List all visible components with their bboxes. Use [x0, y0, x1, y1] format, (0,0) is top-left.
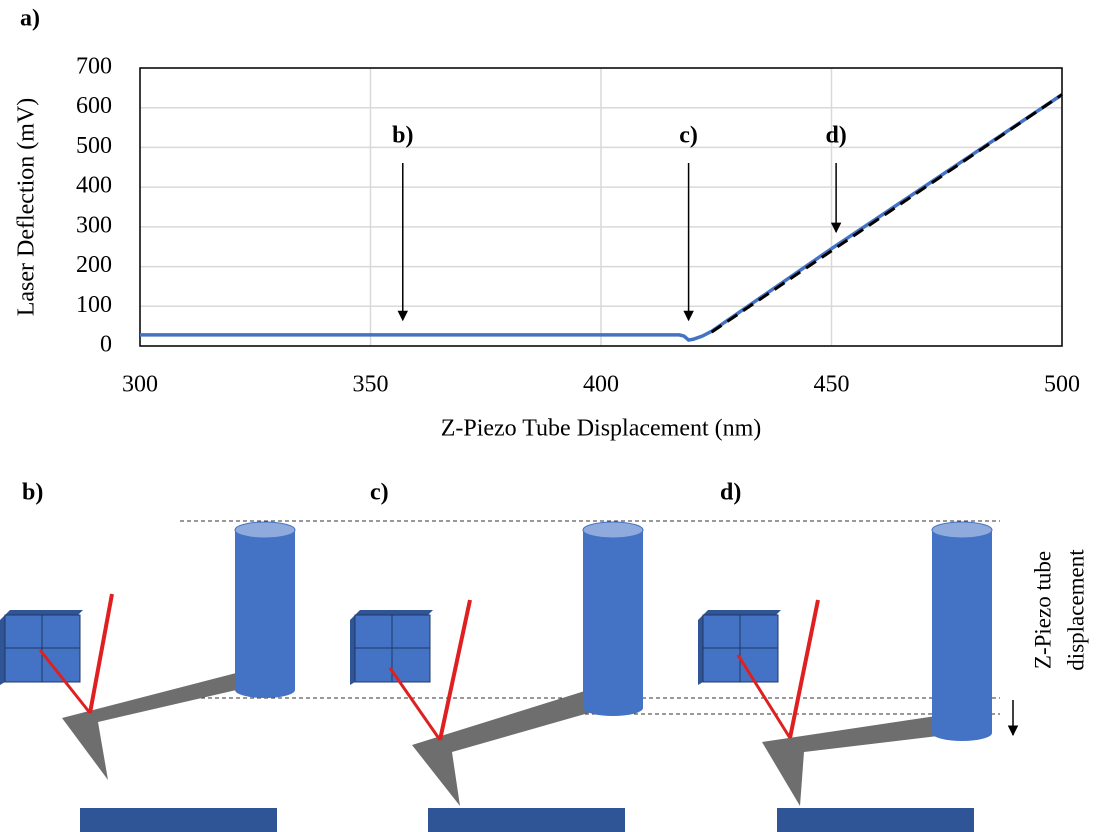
- substrate: [777, 808, 974, 832]
- piezo-tube: [931, 521, 993, 539]
- y-tick-label: 400: [76, 173, 112, 199]
- y-tick-label: 300: [76, 212, 112, 238]
- detector: [703, 610, 781, 615]
- laser: [88, 593, 114, 714]
- piezo-tube: [932, 725, 992, 741]
- laser: [788, 599, 820, 739]
- diagram: b) c) d) Z-Piezo tube displacement: [0, 480, 1088, 832]
- laser: [438, 599, 472, 741]
- y-tick-label: 700: [76, 54, 112, 80]
- piezo-tube: [583, 530, 643, 708]
- substrate: [80, 808, 277, 832]
- panel: [350, 521, 644, 832]
- y-tick-label: 200: [76, 252, 112, 278]
- annotation-label: b): [392, 123, 413, 149]
- plot-frame: [139, 67, 1063, 347]
- x-tick-label: 400: [583, 372, 619, 398]
- panel-label: c): [370, 480, 389, 506]
- detector: [355, 610, 433, 615]
- piezo-tube: [235, 530, 295, 690]
- piezo-tube: [583, 700, 643, 716]
- y-tick-label: 500: [76, 133, 112, 159]
- annotation-label: d): [825, 123, 846, 149]
- y-tick-label: 0: [100, 332, 112, 358]
- piezo-tube: [582, 521, 644, 539]
- y-axis-label: Laser Deflection (mV): [14, 98, 40, 317]
- piezo-tube: [235, 682, 295, 698]
- y-tick-label: 600: [76, 93, 112, 119]
- panel: [698, 521, 993, 832]
- x-tick-label: 500: [1044, 372, 1080, 398]
- x-tick-label: 350: [353, 372, 389, 398]
- laser: [736, 654, 792, 739]
- x-tick-label: 450: [814, 372, 850, 398]
- detector: [698, 615, 703, 685]
- side-label: Z-Piezo tube: [1030, 551, 1055, 669]
- figure-label: a): [20, 6, 40, 32]
- annotation-label: c): [679, 123, 698, 149]
- panel-label: d): [720, 480, 741, 506]
- panel: [0, 521, 296, 832]
- y-tick-label: 100: [76, 292, 112, 318]
- substrate: [428, 808, 625, 832]
- detector: [0, 615, 5, 685]
- cantilever: [62, 672, 245, 780]
- laser: [388, 667, 442, 741]
- data-line: [710, 93, 1063, 334]
- piezo-tube: [234, 521, 296, 539]
- side-label: displacement: [1063, 549, 1088, 671]
- detector: [5, 610, 83, 615]
- cantilever: [762, 716, 938, 806]
- x-axis-label: Z-Piezo Tube Displacement (nm): [441, 416, 762, 442]
- chart: 300 350 400 450 500 0 100 200 300 400 500 600 700 Z-P…: [14, 54, 1081, 442]
- laser: [38, 649, 92, 714]
- detector: [350, 615, 355, 685]
- panel-label: b): [22, 480, 43, 506]
- x-tick-label: 300: [122, 372, 158, 398]
- cantilever: [412, 690, 592, 806]
- piezo-tube: [932, 530, 992, 733]
